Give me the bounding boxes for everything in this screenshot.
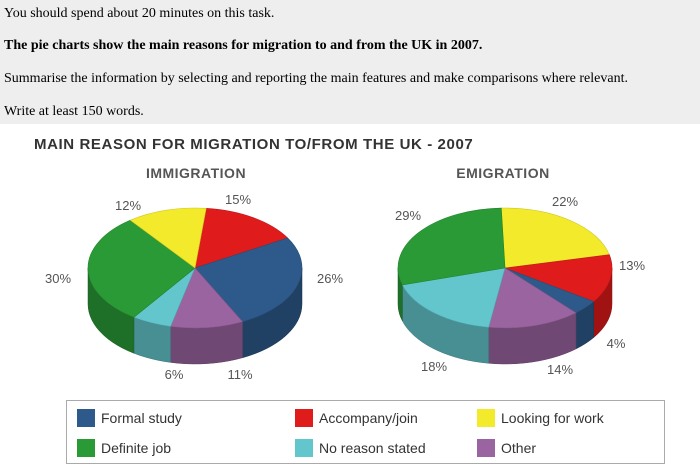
legend-swatch <box>77 439 95 457</box>
pie-slice-looking-for-work <box>129 207 207 269</box>
pie-slice-accompany-join <box>504 254 613 302</box>
pie-label-formal-study: 4% <box>607 336 626 351</box>
pie-label-looking-for-work: 22% <box>552 194 578 209</box>
pie-title: IMMIGRATION <box>146 165 246 181</box>
legend-swatch <box>477 409 495 427</box>
legend-item-other: Other <box>477 439 536 457</box>
task-instruction-time: You should spend about 20 minutes on thi… <box>4 6 275 21</box>
legend-label: Other <box>501 440 537 456</box>
legend-swatch <box>477 439 495 457</box>
task-instruction-words: Write at least 150 words. <box>4 104 144 119</box>
legend-swatch <box>295 439 313 457</box>
pie-label-definite-job: 29% <box>395 208 421 223</box>
legend-label: Formal study <box>101 410 182 426</box>
pie-immigration: IMMIGRATION 15% 26% 11% 6% 30% 12% <box>45 165 343 382</box>
legend-label: Accompany/join <box>319 410 418 426</box>
pie-side-other <box>170 321 243 365</box>
task-prompt: You should spend about 20 minutes on thi… <box>0 0 700 124</box>
pie-label-no-reason-stated: 6% <box>165 367 184 382</box>
pie-title: EMIGRATION <box>456 165 549 181</box>
legend-swatch <box>77 409 95 427</box>
pie-label-accompany-join: 15% <box>225 192 251 207</box>
pie-slice-definite-job <box>87 219 196 318</box>
legend: Formal study Accompany/join Looking for … <box>66 400 665 464</box>
pie-slice-other <box>170 267 244 329</box>
pie-label-other: 14% <box>547 362 573 377</box>
chart-title: MAIN REASON FOR MIGRATION TO/FROM THE UK… <box>34 136 474 153</box>
pie-slice-definite-job <box>397 207 506 286</box>
legend-item-definite-job: Definite job <box>77 439 171 457</box>
pie-label-looking-for-work: 12% <box>115 198 141 213</box>
legend-label: Looking for work <box>501 410 604 426</box>
pie-label-definite-job: 30% <box>45 271 71 286</box>
pie-charts: IMMIGRATION 15% 26% 11% 6% 30% 12% EMIGRATION22… <box>45 165 645 382</box>
pie-label-accompany-join: 13% <box>619 258 645 273</box>
pie-slice-other <box>488 267 577 329</box>
pie-slice-accompany-join <box>194 208 289 269</box>
legend-label: No reason stated <box>319 440 426 456</box>
pie-label-no-reason-stated: 18% <box>421 359 447 374</box>
pie-label-formal-study: 26% <box>317 271 343 286</box>
legend-item-no-reason-stated: No reason stated <box>295 439 426 457</box>
task-description: The pie charts show the main reasons for… <box>4 38 483 53</box>
legend-item-looking-for-work: Looking for work <box>477 409 604 427</box>
legend-item-accompany-join: Accompany/join <box>295 409 418 427</box>
task-instruction-summary: Summarise the information by selecting a… <box>4 71 628 86</box>
legend-label: Definite job <box>101 440 172 456</box>
pie-slice-formal-study <box>194 237 303 323</box>
legend-swatch <box>295 409 313 427</box>
legend-item-formal-study: Formal study <box>77 409 182 427</box>
pie-slice-no-reason-stated <box>401 267 506 328</box>
pie-slice-looking-for-work <box>500 207 610 269</box>
pie-label-other: 11% <box>227 367 252 382</box>
